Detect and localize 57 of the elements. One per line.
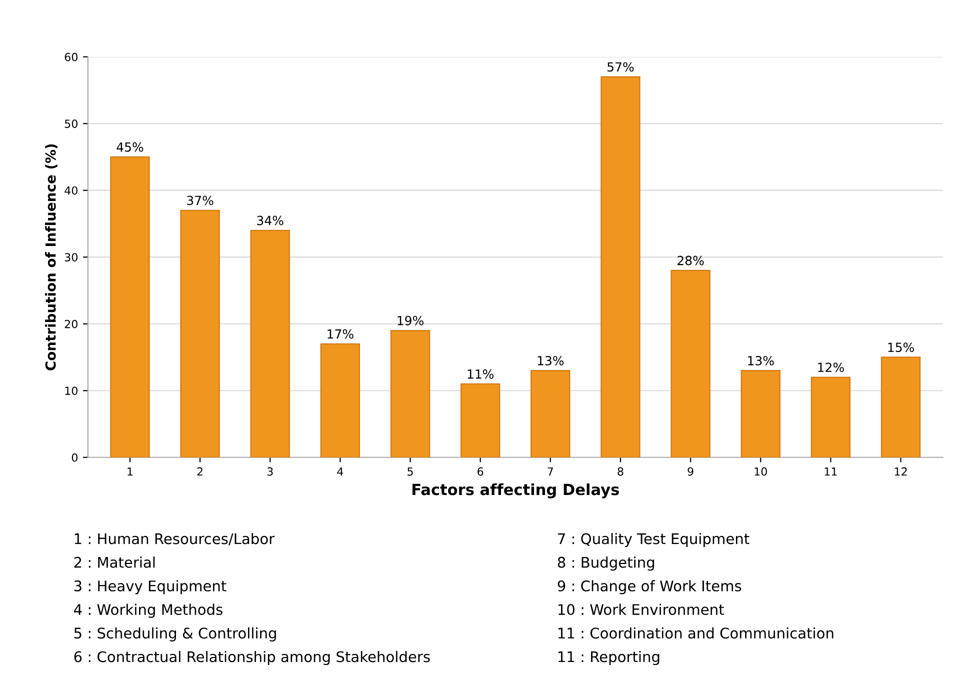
bar bbox=[670, 270, 710, 458]
x-tick-label: 10 bbox=[754, 467, 767, 476]
bar bbox=[530, 370, 570, 458]
bar bbox=[460, 383, 500, 458]
bar bbox=[880, 356, 921, 458]
bar bbox=[390, 330, 430, 458]
x-tick-label: 12 bbox=[894, 467, 907, 476]
bar bbox=[810, 376, 851, 458]
y-axis-title: Contribution of Influence (%) bbox=[45, 144, 58, 370]
data-label: 28% bbox=[678, 256, 704, 266]
y-tick-label: 40 bbox=[64, 186, 78, 195]
x-tick-label: 4 bbox=[337, 467, 344, 476]
text: 1 : Human Resources/Labor bbox=[74, 532, 275, 546]
x-tick-label: 5 bbox=[408, 467, 413, 476]
text: 11 : Coordination and Communication bbox=[558, 627, 834, 639]
text: 11 : Reporting bbox=[558, 650, 660, 666]
y-tick-label: 50 bbox=[64, 120, 78, 128]
bar bbox=[600, 76, 640, 458]
data-label: 57% bbox=[608, 62, 634, 72]
data-label: 13% bbox=[538, 356, 564, 366]
x-tick-label: 9 bbox=[688, 467, 694, 476]
bar bbox=[110, 156, 150, 458]
data-label: 15% bbox=[888, 342, 914, 352]
x-axis-title: Factors affecting Delays bbox=[412, 483, 619, 498]
bar bbox=[740, 370, 780, 458]
text: 3 : Heavy Equipment bbox=[74, 580, 226, 594]
bar bbox=[250, 230, 290, 458]
x-tick-label: 7 bbox=[548, 467, 553, 476]
x-tick-label: 11 bbox=[824, 467, 837, 476]
text: 2 : Material bbox=[74, 556, 155, 568]
text: 4 : Working Methods bbox=[74, 604, 222, 618]
data-label: 34% bbox=[257, 216, 284, 226]
data-label: 37% bbox=[187, 196, 214, 206]
text: 10 : Work Environment bbox=[558, 604, 724, 616]
text: 8 : Budgeting bbox=[558, 556, 654, 571]
data-label: 13% bbox=[748, 356, 774, 366]
y-tick-label: 10 bbox=[65, 386, 78, 395]
data-label: 11% bbox=[468, 369, 494, 379]
y-tick-label: 20 bbox=[64, 320, 78, 328]
x-tick-label: 8 bbox=[618, 467, 624, 476]
y-tick-label: 30 bbox=[64, 253, 78, 262]
y-tick-label: 60 bbox=[64, 52, 78, 62]
bar bbox=[180, 210, 220, 458]
x-tick-label: 2 bbox=[197, 467, 202, 476]
x-tick-label: 6 bbox=[478, 467, 484, 476]
data-label: 12% bbox=[818, 362, 844, 372]
data-label: 45% bbox=[116, 142, 144, 152]
x-tick-label: 3 bbox=[267, 467, 273, 476]
text: 7 : Quality Test Equipment bbox=[558, 532, 750, 548]
y-tick-label: 0 bbox=[72, 453, 78, 462]
text: 5 : Scheduling & Controlling bbox=[74, 627, 276, 642]
text: 9 : Change of Work Items bbox=[558, 580, 742, 594]
x-tick-label: 1 bbox=[128, 467, 132, 476]
data-label: 19% bbox=[398, 316, 424, 326]
text: 6 : Contractual Relationship among Stakeholders bbox=[74, 650, 430, 666]
data-label: 17% bbox=[328, 329, 354, 339]
bar bbox=[320, 343, 360, 458]
